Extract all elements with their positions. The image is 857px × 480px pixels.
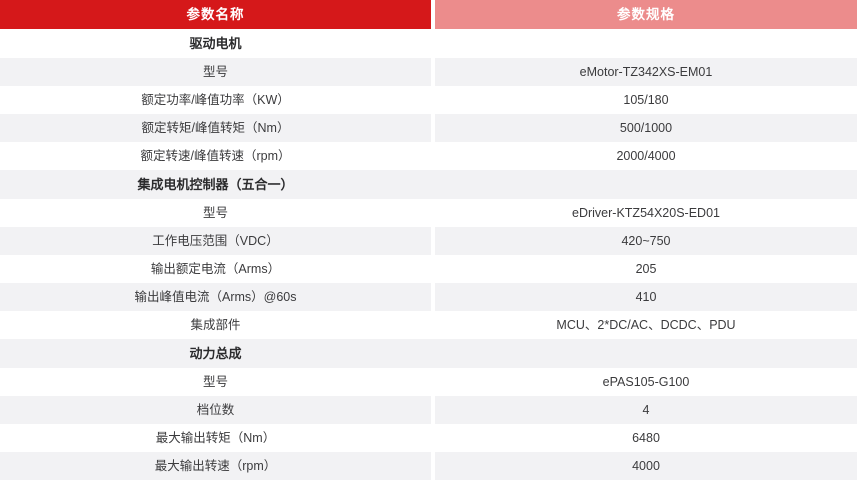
parameter-spec-cell: eMotor-TZ342XS-EM01: [435, 58, 857, 86]
section-spacer-cell: [435, 29, 857, 58]
column-header-parameter-spec: 参数规格: [435, 0, 857, 29]
column-divider: [431, 368, 435, 396]
parameter-name-cell: 额定转速/峰值转速（rpm）: [0, 142, 431, 170]
parameter-spec-cell: eDriver-KTZ54X20S-ED01: [435, 199, 857, 227]
column-divider: [431, 255, 435, 283]
column-divider: [431, 227, 435, 255]
parameter-name-cell: 额定功率/峰值功率（KW）: [0, 86, 431, 114]
table-row: 型号 eDriver-KTZ54X20S-ED01: [0, 199, 857, 227]
column-divider: [431, 283, 435, 311]
column-divider: [431, 452, 435, 480]
parameter-name-cell: 型号: [0, 58, 431, 86]
table-section-row: 驱动电机: [0, 29, 857, 58]
table-row: 工作电压范围（VDC） 420~750: [0, 227, 857, 255]
column-header-parameter-name: 参数名称: [0, 0, 431, 29]
table-row: 档位数 4: [0, 396, 857, 424]
column-divider: [431, 142, 435, 170]
parameter-spec-cell: 4000: [435, 452, 857, 480]
table-row: 集成部件 MCU、2*DC/AC、DCDC、PDU: [0, 311, 857, 339]
column-divider: [431, 311, 435, 339]
section-title-cell: 动力总成: [0, 339, 431, 368]
section-spacer-cell: [435, 170, 857, 199]
table-row: 最大输出转速（rpm） 4000: [0, 452, 857, 480]
parameter-spec-cell: 2000/4000: [435, 142, 857, 170]
table-section-row: 动力总成: [0, 339, 857, 368]
parameter-name-cell: 型号: [0, 199, 431, 227]
section-title-cell: 驱动电机: [0, 29, 431, 58]
header-column-divider: [431, 0, 435, 29]
parameter-name-cell: 最大输出转矩（Nm）: [0, 424, 431, 452]
parameter-name-cell: 额定转矩/峰值转矩（Nm）: [0, 114, 431, 142]
table-section-row: 集成电机控制器（五合一）: [0, 170, 857, 199]
parameter-spec-cell: 6480: [435, 424, 857, 452]
section-spacer-cell: [435, 339, 857, 368]
parameter-spec-cell: ePAS105-G100: [435, 368, 857, 396]
table-row: 型号 ePAS105-G100: [0, 368, 857, 396]
table-row: 额定转速/峰值转速（rpm） 2000/4000: [0, 142, 857, 170]
table-row: 输出峰值电流（Arms）@60s 410: [0, 283, 857, 311]
column-divider: [431, 170, 435, 199]
parameter-name-cell: 型号: [0, 368, 431, 396]
parameter-spec-cell: 500/1000: [435, 114, 857, 142]
table-row: 输出额定电流（Arms） 205: [0, 255, 857, 283]
parameter-spec-cell: 205: [435, 255, 857, 283]
column-divider: [431, 199, 435, 227]
parameter-spec-cell: MCU、2*DC/AC、DCDC、PDU: [435, 311, 857, 339]
column-divider: [431, 339, 435, 368]
parameter-spec-cell: 105/180: [435, 86, 857, 114]
parameter-name-cell: 最大输出转速（rpm）: [0, 452, 431, 480]
parameter-name-cell: 输出峰值电流（Arms）@60s: [0, 283, 431, 311]
column-divider: [431, 396, 435, 424]
column-divider: [431, 58, 435, 86]
column-divider: [431, 86, 435, 114]
parameter-spec-cell: 4: [435, 396, 857, 424]
column-divider: [431, 114, 435, 142]
parameter-name-cell: 集成部件: [0, 311, 431, 339]
table-header-row: 参数名称 参数规格: [0, 0, 857, 29]
parameter-spec-cell: 410: [435, 283, 857, 311]
table-row: 额定转矩/峰值转矩（Nm） 500/1000: [0, 114, 857, 142]
column-divider: [431, 424, 435, 452]
table-row: 最大输出转矩（Nm） 6480: [0, 424, 857, 452]
parameter-name-cell: 输出额定电流（Arms）: [0, 255, 431, 283]
section-title-cell: 集成电机控制器（五合一）: [0, 170, 431, 199]
parameter-spec-cell: 420~750: [435, 227, 857, 255]
table-row: 型号 eMotor-TZ342XS-EM01: [0, 58, 857, 86]
table-body: 驱动电机 型号 eMotor-TZ342XS-EM01 额定功率/峰值功率（KW） 10…: [0, 29, 857, 480]
column-divider: [431, 29, 435, 58]
parameter-name-cell: 工作电压范围（VDC）: [0, 227, 431, 255]
parameter-name-cell: 档位数: [0, 396, 431, 424]
table-row: 额定功率/峰值功率（KW） 105/180: [0, 86, 857, 114]
